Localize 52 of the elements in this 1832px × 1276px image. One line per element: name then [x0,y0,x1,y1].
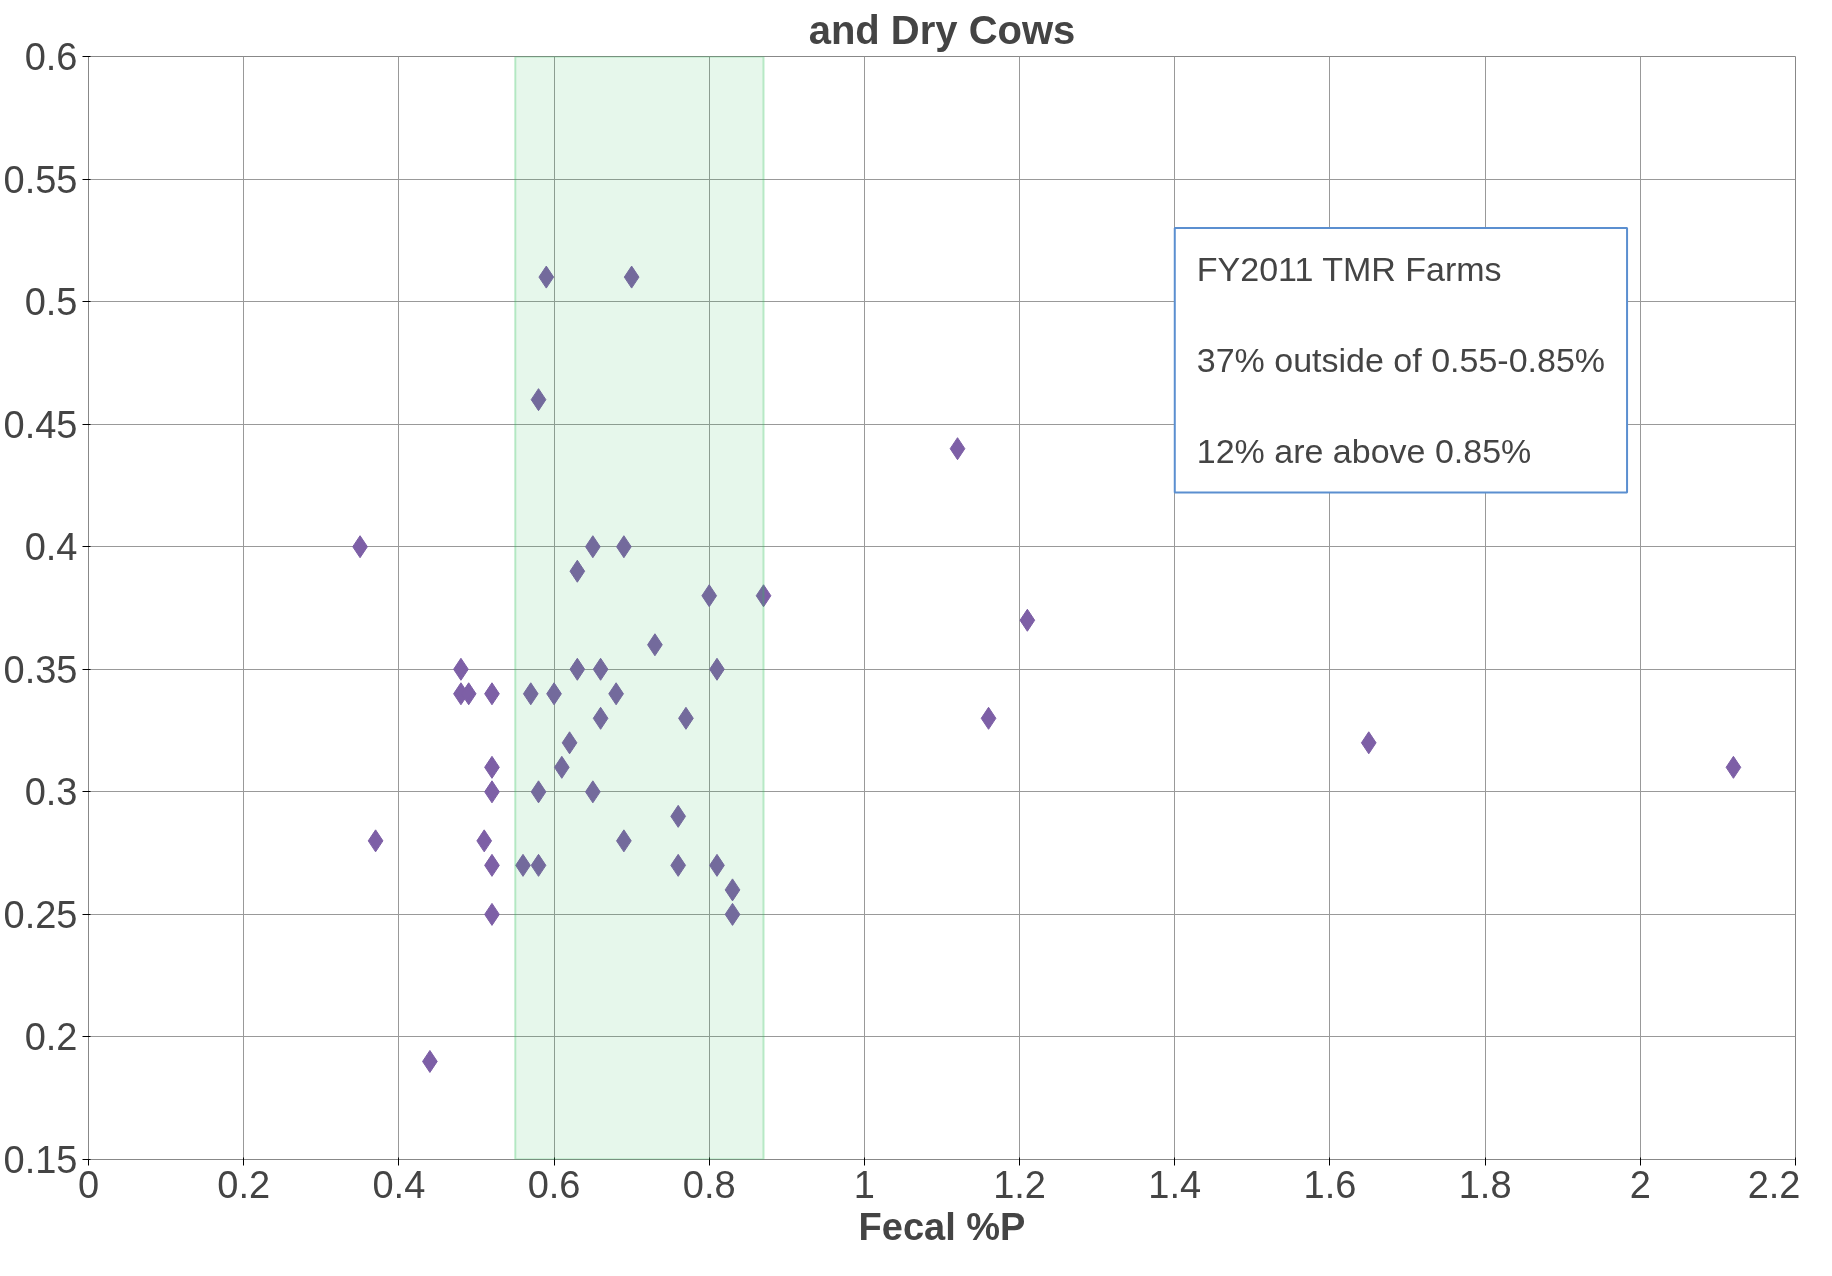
point [538,265,555,289]
y-tick-label: 0.55 [3,158,78,201]
y-tick-label: 0.3 [24,771,78,814]
y-tick-label: 0.35 [3,648,78,691]
point [755,584,772,608]
annotation: FY2011 TMR Farms [1196,250,1502,289]
point [530,780,547,804]
point [701,584,718,608]
x-tick-label: 0.4 [372,1163,426,1206]
point [623,265,640,289]
point [670,853,687,877]
annotation: 37% outside of 0.55-0.85% [1196,341,1606,380]
chart-title: and Dry Cows [808,7,1076,52]
x-tick-label: 1 [853,1163,875,1206]
point [367,829,384,853]
point [561,731,578,755]
point [569,657,586,681]
point [1019,608,1036,632]
point [949,437,966,461]
annotation: 12% are above 0.85% [1196,432,1532,471]
x-tick-label: 0 [77,1163,100,1206]
y-tick-label: 0.25 [3,893,78,936]
y-tick-label: 0.4 [24,526,78,569]
x-tick-label: 2.2 [1747,1163,1801,1206]
y-tick-label: 0.6 [24,36,78,78]
x-tick-label: 2 [1629,1163,1651,1206]
y-tick-label: 0.15 [3,1139,78,1181]
x-tick-label: 1.8 [1458,1163,1512,1206]
point [530,388,547,412]
x-tick-label: 0.6 [527,1163,581,1206]
y-tick-label: 0.2 [24,1016,78,1059]
point [592,657,609,681]
point [724,902,741,926]
x-tick-label: 0.8 [682,1163,736,1206]
x-tick-label: 1.6 [1303,1163,1357,1206]
point [476,829,493,853]
point [592,706,609,730]
point [724,878,741,902]
point [522,682,539,706]
point [553,755,570,779]
x-tick-label: 0.2 [217,1163,271,1206]
point [1360,731,1377,755]
point [530,853,547,877]
point [1725,755,1742,779]
x-tick-label: 1.2 [993,1163,1047,1206]
point [980,706,997,730]
y-tick-label: 0.45 [3,403,78,446]
point [569,559,586,583]
x-tick-label: 1.4 [1148,1163,1202,1206]
point [670,804,687,828]
y-tick-label: 0.5 [24,281,78,324]
x-axis-title: Fecal %P [858,1205,1026,1248]
